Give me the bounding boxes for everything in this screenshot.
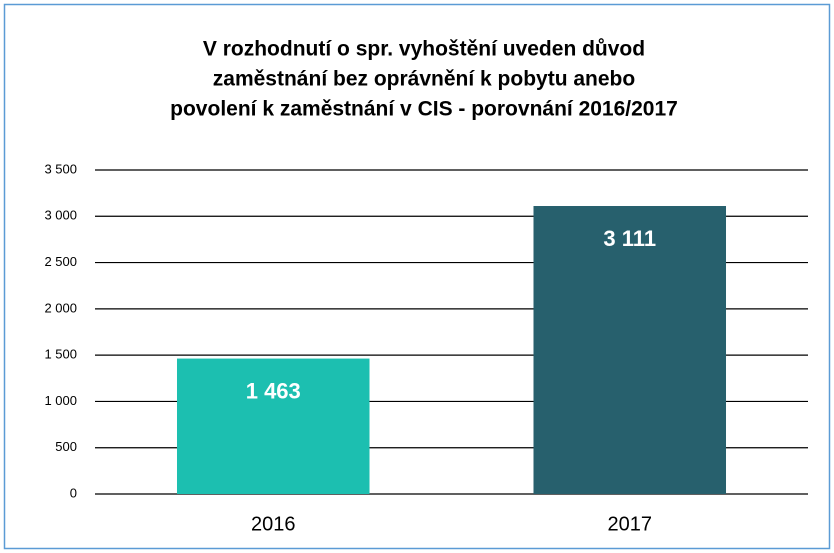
y-tick-label: 1 500: [44, 347, 77, 362]
chart-title: zaměstnání bez oprávnění k pobytu anebo: [213, 68, 635, 91]
chart-title: povolení k zaměstnání v CIS - porovnání …: [170, 98, 678, 121]
y-tick-label: 2 000: [44, 300, 77, 315]
chart-title: V rozhodnutí o spr. vyhoštění uveden dův…: [203, 38, 645, 61]
x-tick-label: 2017: [608, 513, 653, 535]
y-tick-label: 3 000: [44, 208, 77, 223]
y-tick-label: 0: [70, 485, 77, 500]
y-tick-label: 1 000: [44, 393, 77, 408]
bar: [533, 206, 727, 494]
y-tick-label: 500: [55, 439, 77, 454]
value-label: 1 463: [246, 378, 301, 403]
bar: [176, 358, 370, 494]
x-tick-label: 2016: [251, 513, 296, 535]
y-tick-label: 3 500: [44, 161, 77, 176]
y-tick-label: 2 500: [44, 254, 77, 269]
value-label: 3 111: [603, 226, 656, 251]
